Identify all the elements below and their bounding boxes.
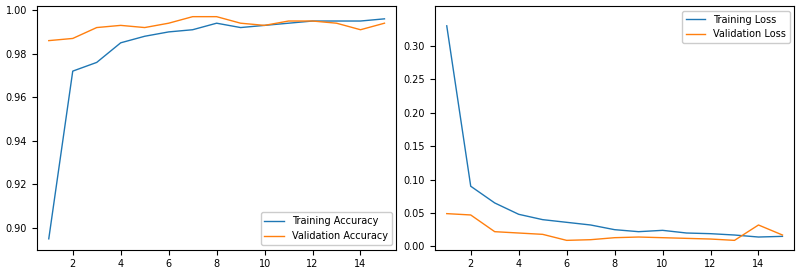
Validation Accuracy xyxy=(284,19,294,23)
Validation Accuracy xyxy=(380,21,390,25)
Validation Loss xyxy=(490,230,499,233)
Validation Accuracy xyxy=(116,24,126,27)
Training Accuracy xyxy=(92,61,102,64)
Validation Accuracy xyxy=(188,15,198,18)
Training Accuracy xyxy=(164,30,174,34)
Training Loss xyxy=(562,221,571,224)
Legend: Training Loss, Validation Loss: Training Loss, Validation Loss xyxy=(682,11,790,43)
Training Loss xyxy=(634,230,643,233)
Validation Loss xyxy=(634,235,643,239)
Training Accuracy xyxy=(44,237,54,240)
Training Loss xyxy=(730,233,739,237)
Training Loss xyxy=(754,235,763,239)
Training Loss xyxy=(706,232,715,235)
Training Accuracy xyxy=(356,19,366,23)
Training Accuracy xyxy=(116,41,126,45)
Training Accuracy xyxy=(332,19,342,23)
Training Loss xyxy=(610,228,619,231)
Training Accuracy xyxy=(308,19,318,23)
Training Accuracy xyxy=(140,35,150,38)
Validation Loss xyxy=(466,213,475,217)
Validation Loss xyxy=(538,233,547,236)
Validation Accuracy xyxy=(236,21,246,25)
Training Loss xyxy=(658,229,667,232)
Validation Loss xyxy=(610,236,619,239)
Validation Accuracy xyxy=(44,39,54,42)
Validation Loss xyxy=(586,238,595,241)
Validation Loss xyxy=(730,239,739,242)
Validation Accuracy xyxy=(68,37,78,40)
Training Loss xyxy=(586,223,595,227)
Training Accuracy xyxy=(236,26,246,29)
Training Loss xyxy=(514,213,523,216)
Training Loss xyxy=(682,231,691,235)
Validation Loss xyxy=(514,231,523,235)
Validation Loss xyxy=(706,237,715,241)
Validation Accuracy xyxy=(356,28,366,31)
Training Accuracy xyxy=(260,24,270,27)
Validation Loss xyxy=(658,236,667,239)
Training Accuracy xyxy=(284,21,294,25)
Training Loss xyxy=(442,24,451,28)
Validation Accuracy xyxy=(260,24,270,27)
Validation Accuracy xyxy=(308,19,318,23)
Line: Training Loss: Training Loss xyxy=(446,26,782,237)
Validation Accuracy xyxy=(164,21,174,25)
Validation Accuracy xyxy=(140,26,150,29)
Validation Loss xyxy=(682,237,691,240)
Training Accuracy xyxy=(68,70,78,73)
Training Accuracy xyxy=(380,17,390,21)
Validation Loss xyxy=(754,223,763,227)
Validation Loss xyxy=(442,212,451,215)
Training Loss xyxy=(466,185,475,188)
Training Loss xyxy=(490,201,499,205)
Line: Training Accuracy: Training Accuracy xyxy=(49,19,385,239)
Validation Loss xyxy=(562,239,571,242)
Validation Loss xyxy=(778,233,787,237)
Training Accuracy xyxy=(212,21,222,25)
Legend: Training Accuracy, Validation Accuracy: Training Accuracy, Validation Accuracy xyxy=(261,212,392,245)
Training Loss xyxy=(778,235,787,238)
Training Accuracy xyxy=(188,28,198,31)
Line: Validation Accuracy: Validation Accuracy xyxy=(49,17,385,41)
Validation Accuracy xyxy=(332,21,342,25)
Validation Accuracy xyxy=(212,15,222,18)
Training Loss xyxy=(538,218,547,221)
Line: Validation Loss: Validation Loss xyxy=(446,214,782,240)
Validation Accuracy xyxy=(92,26,102,29)
